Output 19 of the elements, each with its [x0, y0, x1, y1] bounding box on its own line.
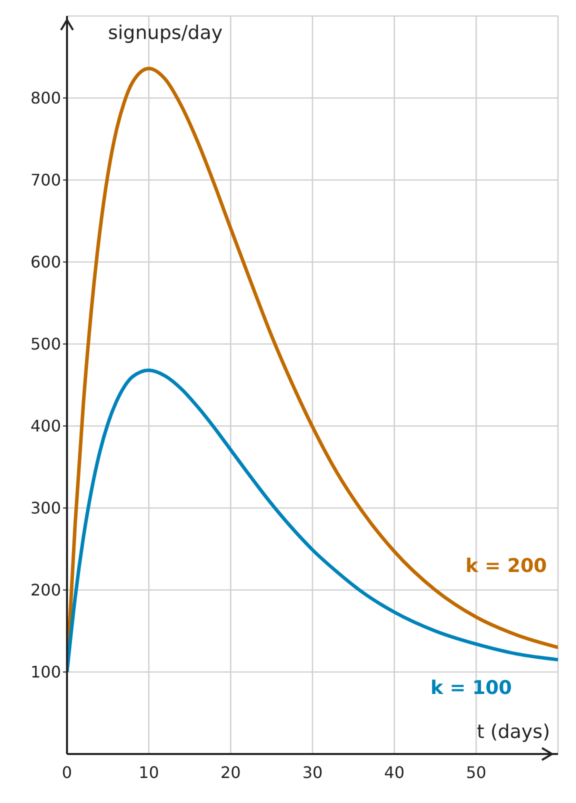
line-series	[67, 368, 558, 674]
x-axis-title: t (days)	[476, 721, 550, 743]
y-tick-label: 300	[30, 498, 61, 518]
x-tick-label: 10	[138, 763, 160, 782]
y-tick-label: 800	[30, 88, 61, 108]
series-label: k = 100	[430, 677, 512, 700]
y-tick-label: 600	[30, 252, 61, 272]
y-tick-label: 700	[30, 170, 61, 190]
x-tick-label: 50	[466, 763, 486, 782]
y-tick-label: 200	[30, 580, 61, 600]
x-tick-label: 40	[384, 763, 405, 782]
y-tick-label: 400	[30, 416, 61, 436]
y-tick-label: 100	[30, 662, 61, 682]
x-tick-label: 30	[302, 763, 323, 782]
x-tick-label: 20	[220, 763, 241, 782]
y-tick-label: 500	[30, 334, 61, 354]
y-axis-title: signups/day	[108, 22, 223, 44]
x-tick-label: 0	[62, 763, 72, 782]
series-label: k = 200	[465, 555, 547, 578]
